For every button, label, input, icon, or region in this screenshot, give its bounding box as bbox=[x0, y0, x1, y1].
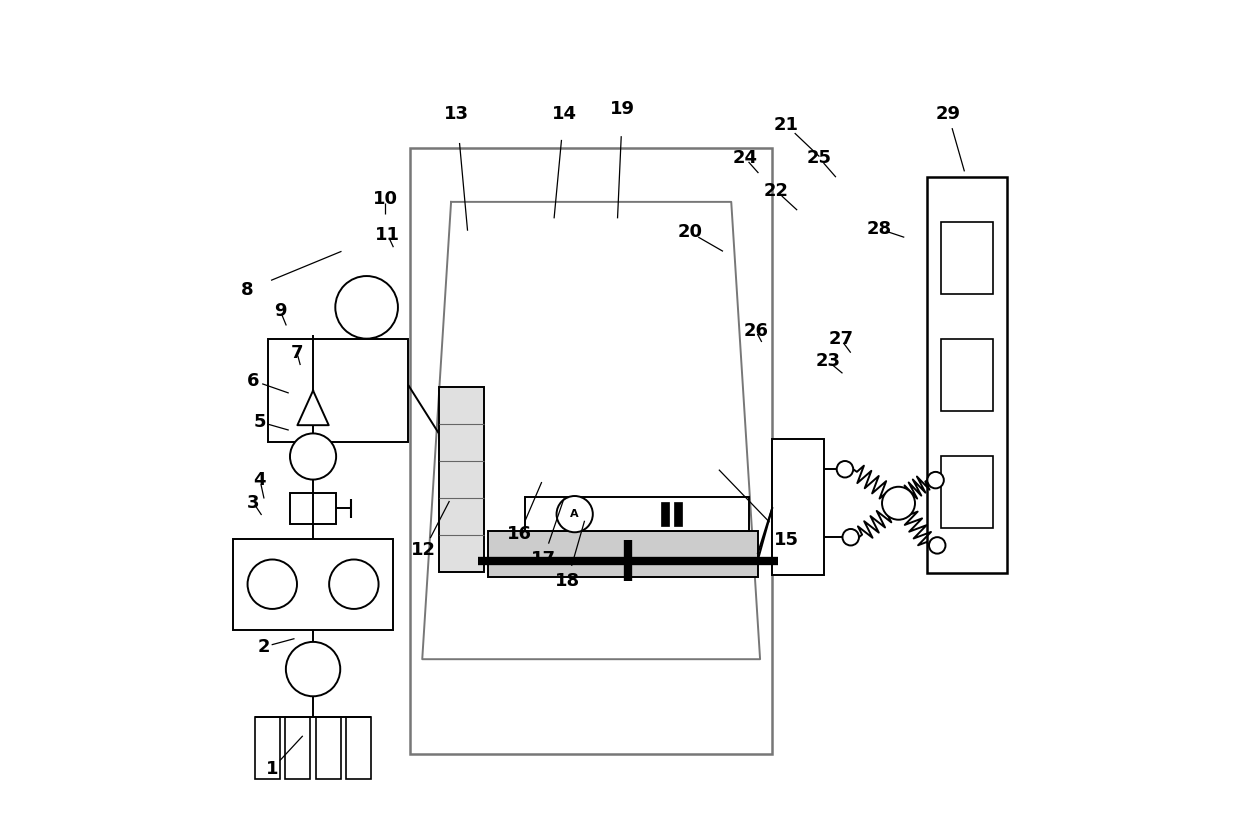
Text: 3: 3 bbox=[247, 494, 259, 512]
Bar bbox=[346, 717, 371, 779]
Bar bbox=[661, 502, 668, 527]
Text: A: A bbox=[570, 509, 579, 519]
Bar bbox=[941, 222, 993, 294]
Circle shape bbox=[286, 642, 340, 696]
Text: 19: 19 bbox=[610, 100, 635, 118]
Circle shape bbox=[837, 461, 853, 477]
Text: 27: 27 bbox=[828, 330, 853, 349]
Text: 1: 1 bbox=[267, 760, 279, 778]
Bar bbox=[773, 439, 825, 575]
Bar bbox=[316, 717, 341, 779]
Text: 15: 15 bbox=[774, 531, 799, 549]
Bar bbox=[926, 177, 1007, 573]
Circle shape bbox=[842, 529, 859, 545]
Circle shape bbox=[929, 537, 945, 554]
Bar bbox=[233, 539, 393, 630]
Text: 20: 20 bbox=[677, 223, 703, 241]
Text: 12: 12 bbox=[412, 541, 436, 559]
Text: 25: 25 bbox=[807, 149, 832, 167]
Text: 22: 22 bbox=[764, 182, 789, 200]
Bar bbox=[489, 531, 758, 577]
Text: 29: 29 bbox=[935, 105, 961, 123]
Text: 2: 2 bbox=[258, 638, 270, 656]
Text: 4: 4 bbox=[254, 471, 267, 489]
Circle shape bbox=[248, 559, 298, 609]
Bar bbox=[675, 502, 682, 527]
Text: 26: 26 bbox=[744, 322, 769, 340]
Text: 18: 18 bbox=[554, 572, 580, 590]
Bar bbox=[285, 717, 310, 779]
Bar bbox=[941, 456, 993, 527]
Circle shape bbox=[557, 496, 593, 532]
Text: 23: 23 bbox=[815, 352, 841, 370]
Circle shape bbox=[335, 276, 398, 339]
Text: 21: 21 bbox=[774, 116, 799, 134]
Text: 28: 28 bbox=[867, 220, 892, 238]
Bar bbox=[268, 339, 408, 442]
Text: 9: 9 bbox=[274, 302, 286, 321]
Text: 10: 10 bbox=[373, 190, 398, 208]
Text: 7: 7 bbox=[290, 344, 304, 362]
Circle shape bbox=[928, 472, 944, 489]
Text: 6: 6 bbox=[247, 372, 259, 390]
Bar bbox=[410, 148, 773, 754]
Bar bbox=[290, 493, 336, 524]
Bar bbox=[439, 387, 484, 572]
Text: 8: 8 bbox=[242, 281, 254, 299]
Text: 13: 13 bbox=[444, 105, 470, 123]
Text: 17: 17 bbox=[531, 550, 556, 568]
Bar bbox=[526, 497, 749, 531]
Circle shape bbox=[290, 433, 336, 480]
Circle shape bbox=[882, 487, 915, 520]
Text: 16: 16 bbox=[507, 525, 532, 543]
Text: 14: 14 bbox=[552, 105, 577, 123]
Bar bbox=[941, 339, 993, 410]
Text: 11: 11 bbox=[376, 226, 401, 244]
Circle shape bbox=[329, 559, 378, 609]
Text: 24: 24 bbox=[733, 149, 758, 167]
Bar bbox=[255, 717, 280, 779]
Text: 5: 5 bbox=[254, 413, 267, 431]
